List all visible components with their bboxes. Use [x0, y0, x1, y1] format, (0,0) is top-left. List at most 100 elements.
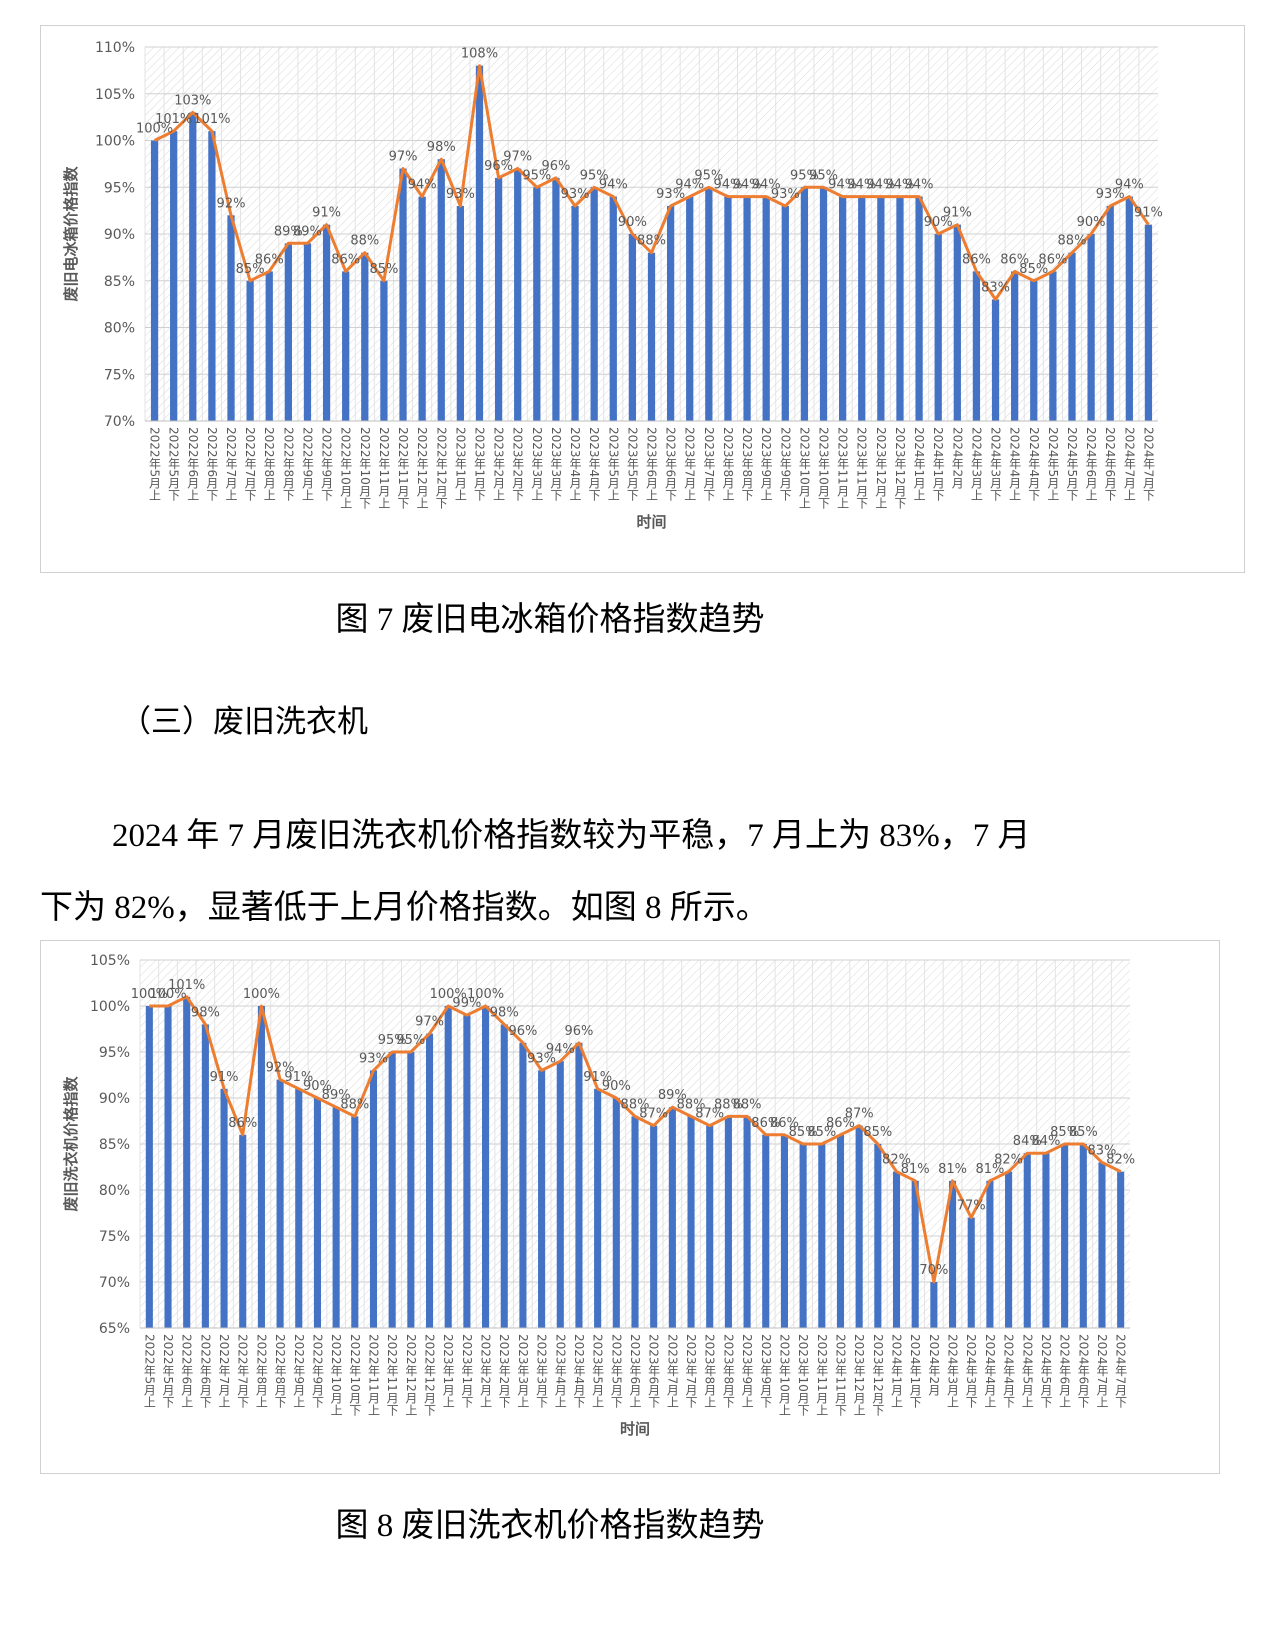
bar — [208, 131, 216, 421]
data-label: 108% — [461, 47, 498, 62]
data-label: 85% — [1050, 1125, 1079, 1140]
x-tick-label: 2023年4月下 — [587, 427, 601, 501]
figure-caption: 图 7 废旧电冰箱价格指数趋势 — [335, 602, 765, 638]
data-label: 94% — [1115, 178, 1144, 193]
bar — [687, 1116, 695, 1328]
bar — [762, 196, 770, 421]
bar — [762, 1134, 770, 1328]
bar — [514, 168, 522, 421]
data-label: 89% — [274, 224, 303, 239]
bar — [150, 140, 159, 421]
x-tick-label: 2022年9月下 — [320, 427, 334, 501]
data-label: 100% — [136, 122, 173, 137]
data-label: 82% — [1106, 1153, 1135, 1168]
y-tick-label: 65% — [99, 1321, 130, 1337]
data-label: 91% — [1134, 206, 1163, 221]
data-label: 94% — [546, 1042, 575, 1057]
bar — [628, 234, 637, 421]
data-label: 94% — [905, 178, 934, 193]
x-tick-label: 2023年2月下 — [497, 1334, 511, 1408]
bar — [399, 168, 407, 421]
x-axis-title: 时间 — [620, 1420, 650, 1438]
bar — [705, 187, 713, 421]
x-tick-label: 2022年8月上 — [262, 427, 276, 501]
data-label: 94% — [713, 178, 742, 193]
data-label: 87% — [695, 1107, 724, 1122]
x-tick-label: 2023年4月上 — [568, 427, 582, 501]
x-tick-label: 2022年10月下 — [358, 427, 372, 509]
data-label: 89% — [322, 1088, 351, 1103]
x-tick-label: 2023年10月下 — [796, 1334, 810, 1416]
y-tick-label: 95% — [104, 180, 135, 196]
bar — [265, 271, 273, 421]
bar — [257, 1006, 265, 1328]
x-tick-label: 2023年6月上 — [645, 427, 659, 501]
y-axis-title: 废旧洗衣机价格指数 — [62, 1076, 80, 1212]
data-label: 86% — [962, 252, 991, 267]
data-label: 96% — [541, 159, 570, 174]
y-tick-label: 75% — [99, 1229, 130, 1245]
x-tick-label: 2023年2月上 — [479, 1334, 493, 1408]
data-label: 88% — [714, 1097, 743, 1112]
x-tick-label: 2023年9月上 — [740, 1334, 754, 1408]
data-label: 95% — [396, 1033, 425, 1048]
x-tick-label: 2023年11月下 — [855, 427, 869, 509]
x-tick-label: 2023年8月上 — [721, 427, 735, 501]
bar — [631, 1116, 639, 1328]
x-tick-label: 2022年12月上 — [415, 427, 429, 509]
x-tick-label: 2023年2月下 — [511, 427, 525, 501]
bar — [189, 112, 197, 421]
x-tick-label: 2023年10月下 — [817, 427, 831, 509]
data-label: 94% — [675, 178, 704, 193]
data-label: 91% — [583, 1070, 612, 1085]
bar — [818, 1144, 826, 1328]
x-tick-label: 2024年5月上 — [1020, 1334, 1034, 1408]
bar — [369, 1070, 378, 1328]
x-tick-label: 2022年10月上 — [329, 1334, 343, 1416]
data-label: 70% — [919, 1263, 948, 1278]
x-tick-label: 2023年12月下 — [893, 427, 907, 509]
bar — [896, 196, 904, 421]
bar — [322, 224, 331, 421]
x-tick-label: 2024年2月 — [927, 1334, 941, 1397]
data-label: 93% — [446, 187, 475, 202]
x-tick-label: 2023年6月上 — [628, 1334, 642, 1408]
bar — [500, 1024, 508, 1328]
x-tick-label: 2022年9月下 — [310, 1334, 324, 1408]
bar — [552, 177, 560, 421]
x-tick-label: 2022年5月下 — [167, 427, 181, 501]
x-tick-label: 2024年3月下 — [989, 427, 1003, 501]
x-tick-label: 2022年6月下 — [198, 1334, 212, 1408]
data-label: 94% — [886, 178, 915, 193]
bar — [475, 65, 484, 421]
x-tick-label: 2022年8月下 — [273, 1334, 287, 1408]
x-tick-label: 2023年12月下 — [871, 1334, 885, 1416]
x-tick-label: 2022年12月下 — [423, 1334, 437, 1416]
data-label: 103% — [174, 93, 211, 108]
y-tick-label: 105% — [95, 87, 135, 103]
y-tick-label: 70% — [99, 1275, 130, 1291]
x-tick-label: 2023年8月下 — [740, 427, 754, 501]
data-label: 93% — [359, 1051, 388, 1066]
x-tick-label: 2024年2月 — [950, 427, 964, 490]
data-label: 96% — [565, 1024, 594, 1039]
data-label: 90% — [924, 215, 953, 230]
x-tick-label: 2023年1月下 — [460, 1334, 474, 1408]
bar — [781, 205, 789, 421]
x-tick-label: 2022年7月上 — [217, 1334, 231, 1408]
bar — [724, 1116, 732, 1328]
data-label: 85% — [807, 1125, 836, 1140]
bar — [538, 1070, 546, 1328]
bar — [1144, 224, 1153, 421]
bar — [706, 1125, 714, 1328]
data-label: 82% — [882, 1153, 911, 1168]
bar — [836, 1134, 845, 1328]
data-label: 100% — [149, 987, 186, 1002]
data-label: 88% — [340, 1097, 369, 1112]
x-tick-label: 2024年1月上 — [912, 427, 926, 501]
data-label: 94% — [408, 178, 437, 193]
bar — [1125, 196, 1133, 421]
bar — [1030, 280, 1038, 421]
x-tick-label: 2023年11月下 — [833, 1334, 847, 1416]
bar — [1061, 1144, 1069, 1328]
